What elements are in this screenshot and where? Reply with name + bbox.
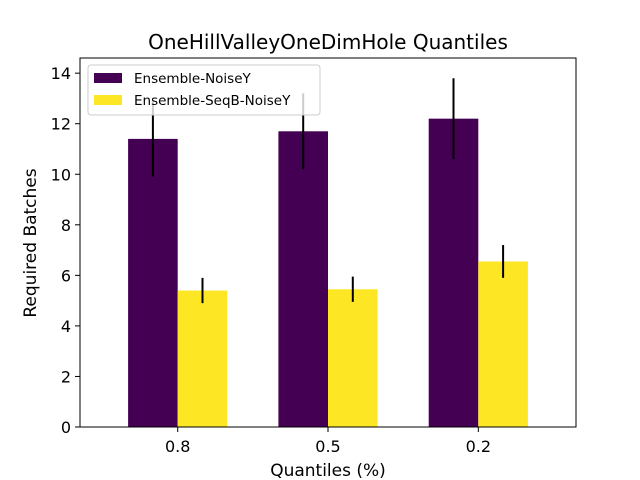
- legend-label: Ensemble-NoiseY: [134, 71, 252, 87]
- x-tick-label: 0.2: [466, 437, 491, 456]
- legend-box: [87, 64, 321, 116]
- bars-layer: [128, 118, 528, 427]
- y-tick-label: 10: [51, 165, 71, 184]
- bar-ensemble-seqb-noisey-0: [177, 290, 228, 427]
- y-tick-label: 8: [61, 216, 71, 235]
- bar-ensemble-noisey-1: [278, 131, 328, 427]
- bar-ensemble-seqb-noisey-1: [328, 289, 378, 427]
- bar-ensemble-seqb-noisey-2: [478, 261, 528, 427]
- x-axis-label: Quantiles (%): [270, 461, 386, 480]
- x-tick-label: 0.8: [165, 437, 190, 456]
- legend-swatch: [94, 73, 122, 83]
- y-axis-ticks: 0 2 4 6 8 10 12 14: [51, 64, 80, 437]
- y-tick-label: 0: [61, 418, 71, 437]
- legend: Ensemble-NoiseY Ensemble-SeqB-NoiseY: [87, 64, 321, 116]
- y-axis-label: Required Batches: [21, 168, 41, 317]
- y-tick-label: 12: [51, 115, 71, 134]
- legend-label: Ensemble-SeqB-NoiseY: [134, 93, 291, 109]
- legend-swatch: [94, 95, 122, 105]
- y-tick-label: 4: [61, 317, 71, 336]
- x-axis-ticks: 0.8 0.5 0.2: [165, 427, 491, 456]
- bar-ensemble-noisey-0: [128, 138, 178, 427]
- chart-title: OneHillValleyOneDimHole Quantiles: [148, 30, 508, 54]
- y-tick-label: 14: [51, 64, 71, 83]
- bar-ensemble-noisey-2: [428, 118, 479, 427]
- y-tick-label: 2: [61, 367, 71, 386]
- y-tick-label: 6: [61, 266, 71, 285]
- x-tick-label: 0.5: [315, 437, 340, 456]
